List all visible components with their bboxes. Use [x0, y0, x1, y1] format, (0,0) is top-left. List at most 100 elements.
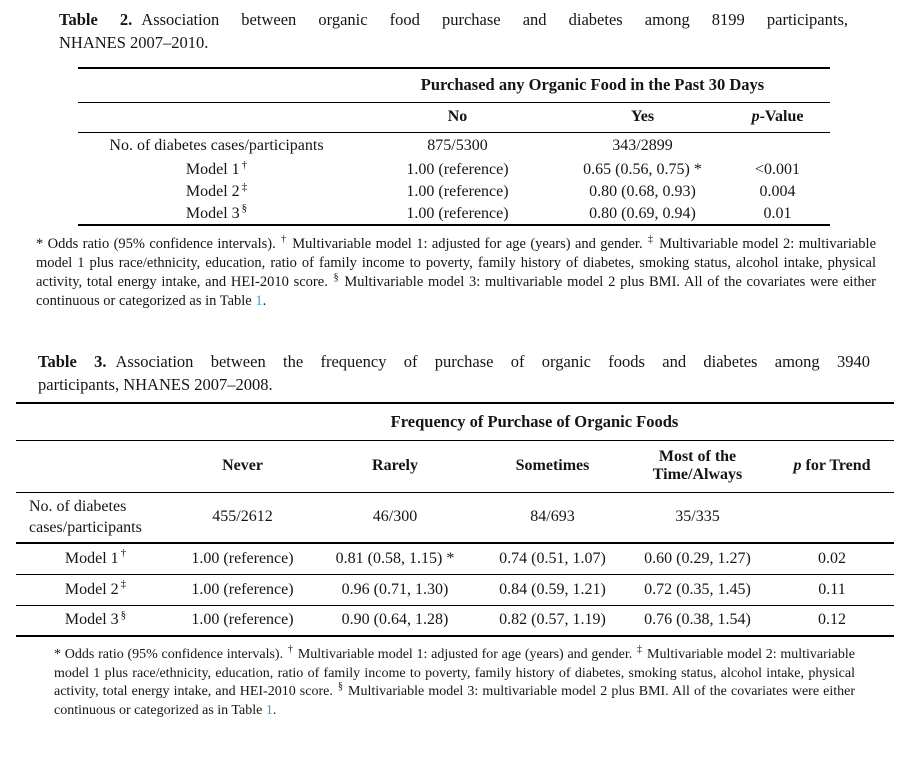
cell: 0.72 (0.35, 1.45) [644, 580, 751, 598]
row-label-text: Model 2 [64, 580, 119, 598]
cell: 46/300 [372, 508, 418, 526]
table2-span-header-row: Purchased any Organic Food in the Past 3… [78, 68, 831, 102]
cell: 875/5300 [427, 136, 488, 154]
double-dagger-marker: ‡ [241, 180, 248, 193]
empty-cell [78, 102, 355, 132]
p-symbol: p [751, 108, 760, 125]
row-label: Model 2 ‡ [78, 181, 355, 203]
footnote-sup-marker: § [333, 272, 339, 284]
table-row: Model 3 § 1.00 (reference) 0.90 (0.64, 1.… [16, 605, 894, 636]
cell: 0.76 (0.38, 1.54) [644, 611, 751, 629]
table-row: No. of diabetes cases/participants 875/5… [78, 132, 830, 159]
double-dagger-marker: ‡ [120, 578, 127, 591]
row-label: Model 1 † [16, 543, 175, 574]
table-row: Model 2 ‡ 1.00 (reference) 0.80 (0.68, 0.… [78, 181, 830, 203]
table3-caption-line2: participants, NHANES 2007–2008. [38, 375, 273, 394]
table2-span-header: Purchased any Organic Food in the Past 3… [420, 75, 765, 95]
table3-caption-text: Association between the frequency of pur… [115, 352, 870, 371]
table3-column-header-row: Never Rarely Sometimes Most of the Time/… [16, 440, 895, 492]
p-symbol: p [793, 457, 802, 474]
footnote-text: Multivariable model 3: multivariable mod… [36, 274, 876, 309]
row-label-text: No. of diabetes cases/participants [109, 136, 324, 154]
cell: 1.00 (reference) [191, 549, 294, 567]
row-label: Model 1 † [78, 159, 355, 181]
footnote-text: Multivariable model 3: multivariable mod… [54, 684, 856, 718]
col-header-sometimes: Sometimes [515, 457, 590, 474]
table2-caption-text: Association between organic food purchas… [141, 10, 848, 29]
cell: 1.00 (reference) [191, 611, 294, 629]
cell: 343/2899 [612, 136, 673, 154]
row-label-text: Model 1 [185, 161, 240, 178]
col-header-most-of-the-time: Most of the Time/Always [625, 440, 770, 492]
empty-cell [78, 68, 355, 102]
cell: 0.82 (0.57, 1.19) [499, 611, 606, 629]
empty-cell [16, 440, 175, 492]
dagger-marker: † [241, 158, 248, 171]
row-label-text: Model 1 [64, 549, 119, 567]
footnote-text: Multivariable model 1: adjusted for age … [294, 647, 636, 662]
header-line: Most of the [658, 448, 737, 465]
cell: 84/693 [530, 508, 575, 526]
cell: 0.11 [818, 580, 846, 598]
section-marker: § [241, 202, 248, 215]
table2-column-header-row: No Yes p-Value [78, 102, 831, 132]
cell: 1.00 (reference) [406, 161, 509, 178]
cell: 0.02 [818, 549, 846, 567]
footnote-sup-marker: † [287, 644, 294, 656]
footnote-text: * Odds ratio (95% confidence intervals). [54, 647, 287, 662]
footnote-text: Multivariable model 2: multivariable mod… [54, 647, 855, 699]
row-label-text: Model 2 [185, 183, 240, 200]
table2-caption-line1: Table 2. Association between organic food… [59, 8, 848, 31]
table-row: No. of diabetes cases/participants 455/2… [16, 492, 895, 543]
footnote-text: * Odds ratio (95% confidence intervals). [36, 236, 281, 252]
cell: 0.004 [759, 183, 796, 200]
cell: 0.96 (0.71, 1.30) [341, 580, 449, 598]
table3-span-header-row: Frequency of Purchase of Organic Foods [16, 403, 895, 440]
cell [725, 132, 830, 159]
col-header-yes: Yes [630, 108, 655, 125]
table1-link[interactable]: 1 [255, 293, 263, 309]
header-line: Time/Always [652, 466, 743, 483]
footnote-sup-marker: ‡ [647, 234, 654, 246]
table2-footnote: * Odds ratio (95% confidence intervals).… [36, 235, 876, 311]
table-row: Model 1 † 1.00 (reference) 0.81 (0.58, 1.… [16, 543, 895, 574]
footnote-sup-marker: † [281, 234, 287, 246]
table1-link[interactable]: 1 [265, 702, 273, 718]
table3-caption-line1: Table 3. Association between the frequenc… [38, 350, 870, 373]
col-header-never: Never [222, 457, 263, 474]
table-row: Model 2 ‡ 1.00 (reference) 0.96 (0.71, 1.… [16, 574, 895, 605]
col-header-p-value: p-Value [725, 102, 830, 132]
row-label-line: cases/participants [29, 519, 142, 537]
table3-footnote: * Odds ratio (95% confidence intervals).… [54, 644, 856, 720]
cell: 0.80 (0.68, 0.93) [589, 183, 696, 200]
col-header-p-for-trend: p for Trend [770, 440, 894, 492]
row-label: No. of diabetes cases/participants [78, 132, 355, 159]
footnote-text: . [272, 702, 277, 718]
cell [770, 492, 894, 543]
footnote-text: Multivariable model 2: multivariable mod… [36, 236, 877, 290]
col-header-rarely: Rarely [372, 457, 418, 474]
table2-caption-label: Table 2. [59, 10, 133, 29]
cell: 0.74 (0.51, 1.07) [499, 549, 606, 567]
footnote-text: Multivariable model 1: adjusted for age … [287, 236, 647, 252]
row-label-text: Model 3 [185, 204, 240, 222]
cell: 0.90 (0.64, 1.28) [341, 611, 449, 629]
row-label-line: No. of diabetes [29, 498, 127, 516]
cell: 35/335 [675, 508, 720, 526]
footnote-text: . [262, 293, 267, 309]
footnote-sup-marker: § [337, 681, 343, 693]
col-header-no: No [447, 108, 468, 125]
cell: 1.00 (reference) [406, 204, 509, 222]
table2: Purchased any Organic Food in the Past 3… [78, 67, 831, 226]
row-label: Model 3 § [78, 203, 355, 225]
cell: 1.00 (reference) [191, 580, 294, 598]
table-row: Model 3 § 1.00 (reference) 0.80 (0.69, 0.… [78, 203, 830, 225]
cell: 0.80 (0.69, 0.94) [589, 204, 696, 222]
row-label-text: Model 3 [64, 611, 119, 629]
cell: 455/2612 [212, 508, 273, 526]
cell: 0.60 (0.29, 1.27) [644, 549, 751, 567]
cell: 0.12 [818, 611, 846, 629]
row-label: Model 2 ‡ [16, 574, 175, 605]
p-value-rest: -Value [759, 108, 804, 125]
cell: 0.01 [763, 204, 792, 222]
